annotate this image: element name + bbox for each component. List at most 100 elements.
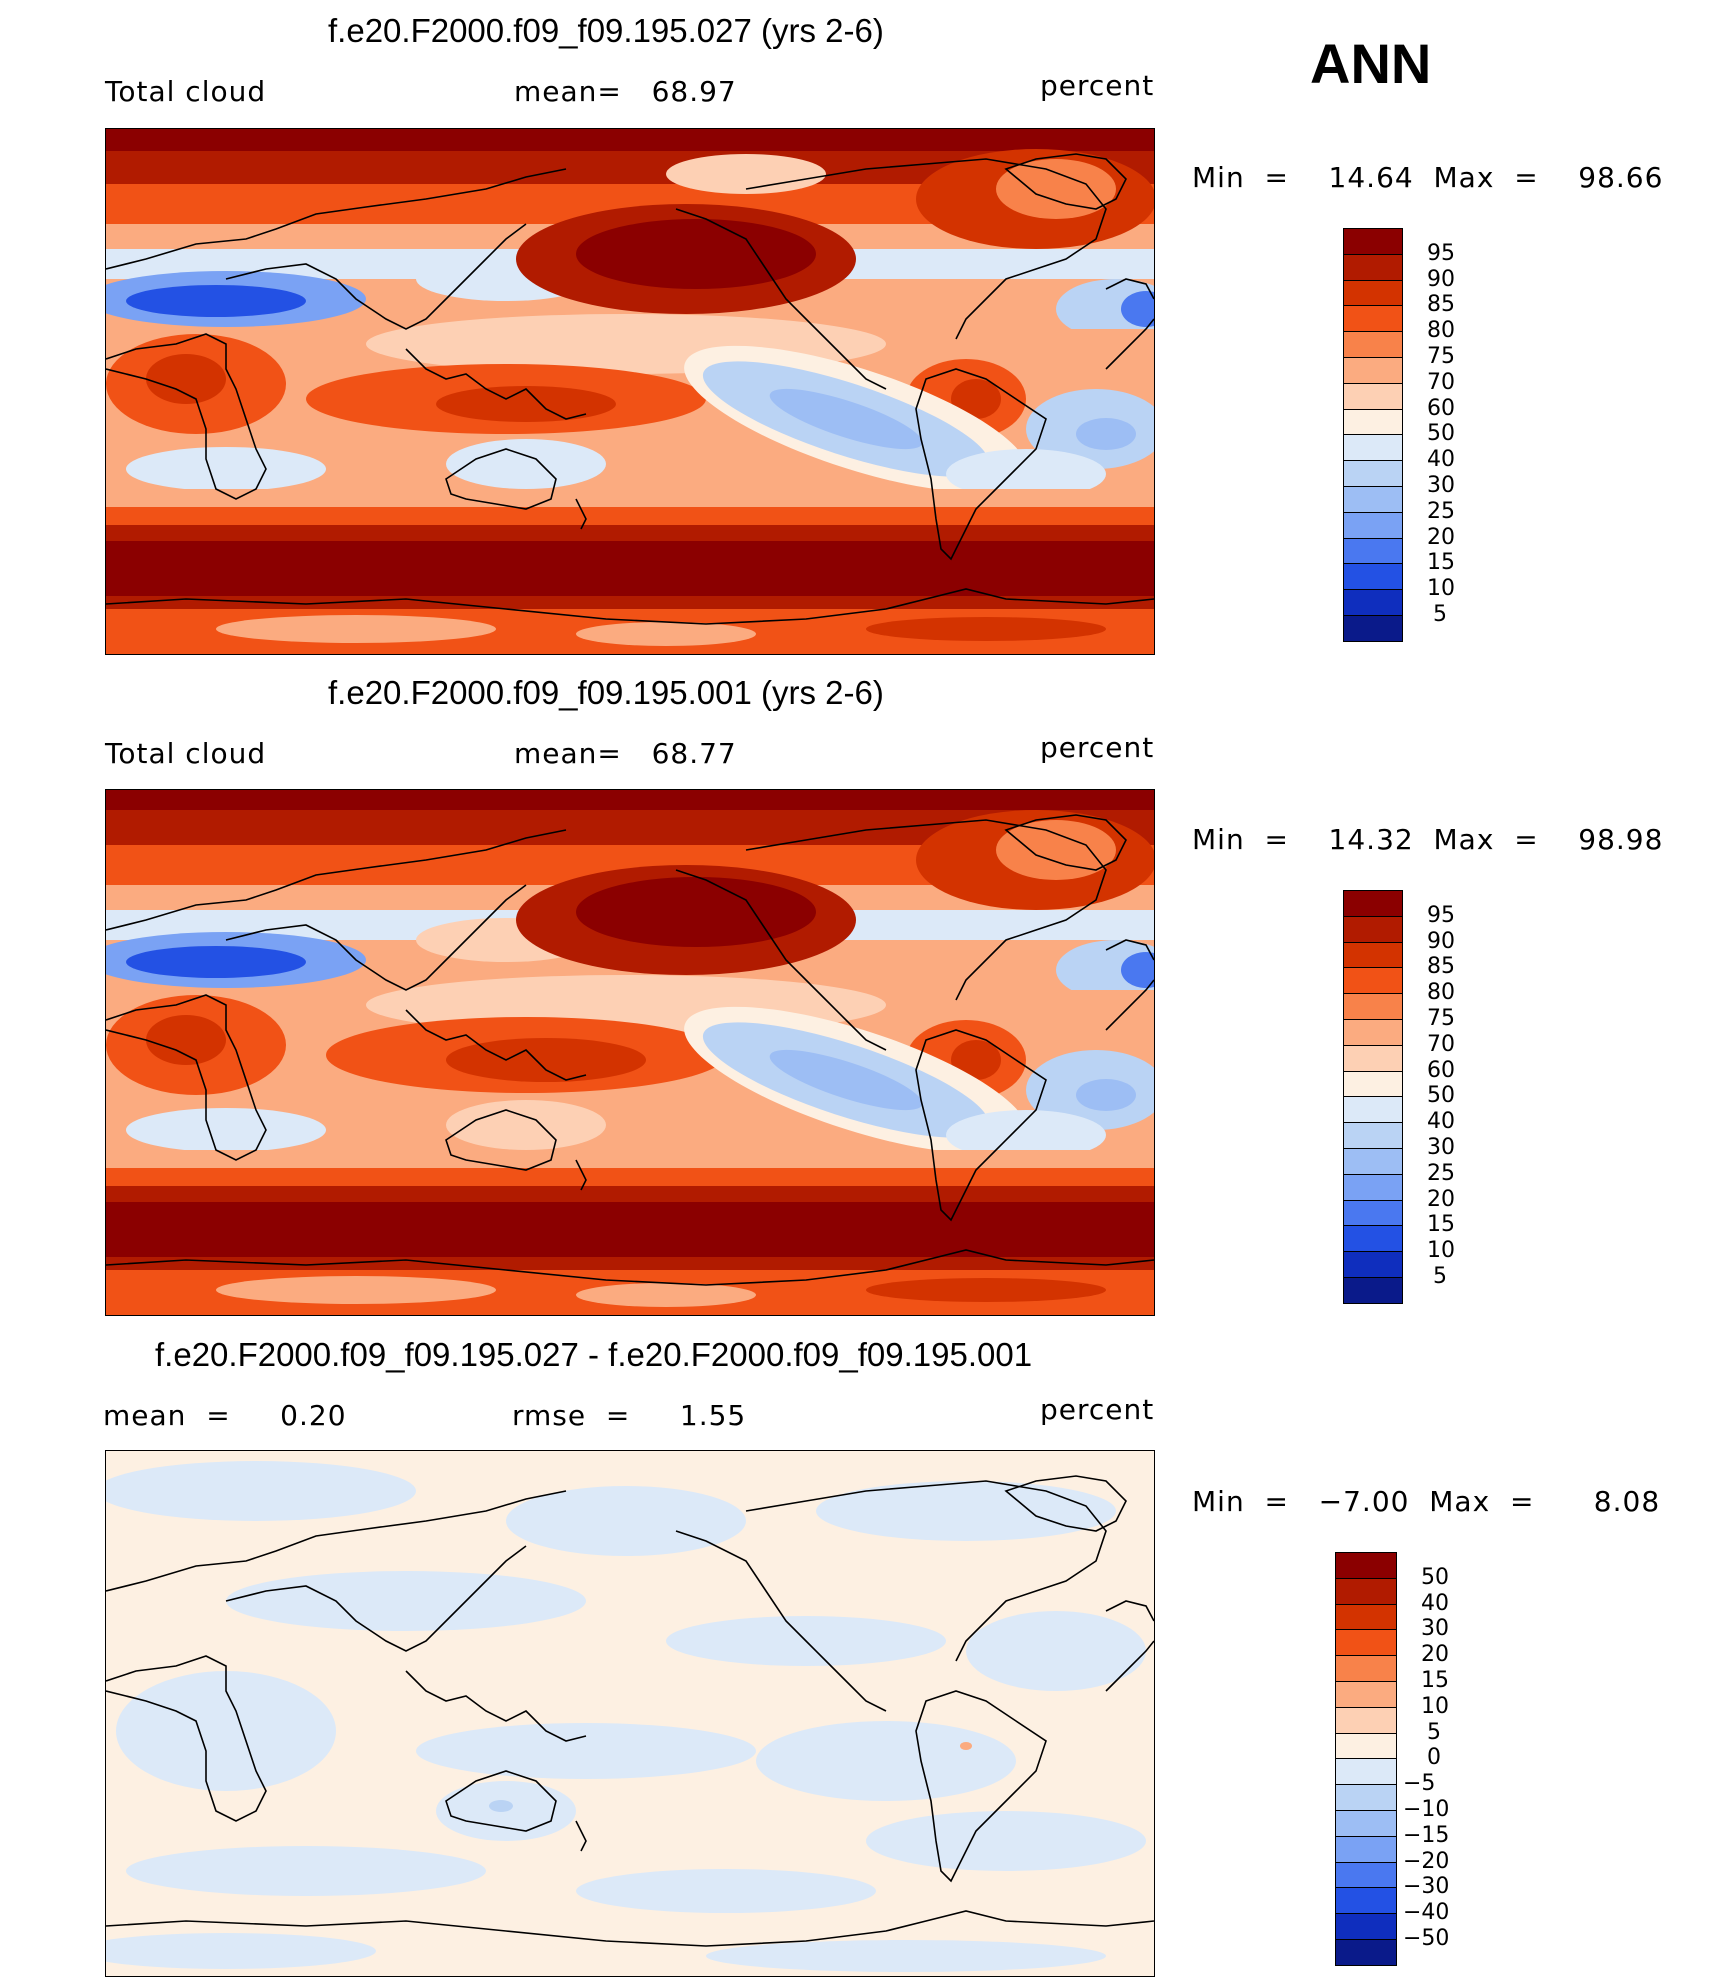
panel-1-variable-label: Total cloud	[105, 75, 267, 108]
colorbar-tick-label: 50	[1427, 421, 1455, 447]
colorbar-swatch	[1335, 1887, 1397, 1915]
colorbar-tick-label: 5	[1433, 602, 1447, 627]
colorbar-swatch	[1335, 1732, 1397, 1760]
colorbar-tick-label: 85	[1427, 292, 1455, 318]
colorbar-swatch	[1343, 357, 1403, 384]
panel-3-units-label: percent	[1040, 1393, 1155, 1426]
colorbar-tick-label: 30	[1427, 1135, 1455, 1160]
colorbar-tick-label: 25	[1427, 1160, 1455, 1186]
season-label: ANN	[1310, 32, 1432, 95]
colorbar-tick-label: 90	[1427, 928, 1455, 954]
colorbar-swatch	[1343, 589, 1403, 616]
colorbar-swatch	[1343, 460, 1403, 487]
panel-1-units-label: percent	[1040, 69, 1155, 102]
colorbar-tick-label: 95	[1427, 240, 1455, 266]
colorbar-swatch	[1343, 615, 1403, 642]
colorbar-swatch	[1343, 537, 1403, 565]
colorbar-swatch	[1343, 434, 1403, 462]
panel-2-title: f.e20.F2000.f09_f09.195.001 (yrs 2-6)	[328, 674, 884, 711]
panel-2-mean-label: mean= 68.77	[514, 737, 737, 770]
panel-3-mean-label: mean = 0.20	[103, 1399, 347, 1432]
panel-1-title: f.e20.F2000.f09_f09.195.027 (yrs 2-6)	[328, 12, 884, 49]
colorbar-swatch	[1343, 1070, 1403, 1098]
colorbar-tick-label: 80	[1427, 318, 1455, 344]
colorbar-swatch	[1343, 305, 1403, 333]
panel-3-map	[105, 1450, 1155, 1977]
colorbar-tick-label: 30	[1427, 473, 1455, 498]
colorbar-swatch	[1343, 511, 1403, 539]
colorbar-tick-label: 40	[1427, 1109, 1455, 1135]
colorbar-swatch	[1343, 1225, 1403, 1253]
colorbar-swatch	[1343, 382, 1403, 410]
panel-2-minmax: Min = 14.32 Max = 98.98	[1192, 823, 1664, 856]
colorbar-swatch	[1343, 1044, 1403, 1072]
colorbar-swatch	[1343, 486, 1403, 513]
colorbar-swatch	[1335, 1603, 1397, 1631]
colorbar-tick-label: −10	[1403, 1797, 1450, 1822]
panel-2-map	[105, 789, 1155, 1316]
colorbar-swatch	[1343, 228, 1403, 255]
colorbar-tick-label: 75	[1427, 344, 1455, 369]
colorbar-tick-label: 70	[1427, 1031, 1455, 1057]
panel-3-rmse-label: rmse = 1.55	[512, 1399, 747, 1432]
colorbar-swatch	[1343, 967, 1403, 995]
colorbar-tick-label: −40	[1403, 1900, 1450, 1926]
colorbar-tick-label: 50	[1427, 1083, 1455, 1109]
colorbar-tick-label: 40	[1421, 1590, 1449, 1616]
colorbar-swatch	[1343, 890, 1403, 917]
colorbar-swatch	[1335, 1861, 1397, 1889]
panel-3-minmax: Min = −7.00 Max = 8.08	[1192, 1485, 1661, 1518]
colorbar-swatch	[1343, 408, 1403, 436]
colorbar-tick-label: 40	[1427, 447, 1455, 473]
colorbar-tick-label: 90	[1427, 266, 1455, 292]
colorbar-tick-label: 30	[1421, 1616, 1449, 1642]
colorbar-tick-label: 5	[1427, 1719, 1441, 1745]
colorbar-tick-label: 60	[1427, 395, 1455, 421]
panel-2-contour-field	[106, 790, 1154, 1315]
colorbar-tick-label: −50	[1403, 1926, 1450, 1951]
colorbar-swatch	[1343, 279, 1403, 307]
colorbar-swatch	[1335, 1552, 1397, 1579]
colorbar-tick-label: 25	[1427, 498, 1455, 524]
colorbar-swatch	[1343, 993, 1403, 1020]
colorbar-swatch	[1335, 1913, 1397, 1940]
colorbar-swatch	[1343, 1019, 1403, 1046]
panel-2-units-label: percent	[1040, 731, 1155, 764]
colorbar-tick-label: 10	[1427, 1238, 1455, 1264]
panel-1-contour-field	[106, 129, 1154, 654]
colorbar-swatch	[1335, 1939, 1397, 1966]
colorbar-tick-label: 20	[1421, 1642, 1449, 1668]
colorbar-tick-label: 10	[1421, 1693, 1449, 1719]
colorbar-tick-label: 10	[1427, 576, 1455, 602]
colorbar-tick-label: 85	[1427, 954, 1455, 980]
panel-1-mean-label: mean= 68.97	[514, 75, 737, 108]
colorbar-tick-label: −30	[1403, 1874, 1450, 1900]
colorbar-swatch	[1343, 563, 1403, 591]
colorbar-swatch	[1335, 1810, 1397, 1837]
colorbar-swatch	[1335, 1655, 1397, 1682]
panel-3-title: f.e20.F2000.f09_f09.195.027 - f.e20.F200…	[155, 1336, 1033, 1373]
colorbar-swatch	[1343, 1173, 1403, 1201]
colorbar-swatch	[1335, 1629, 1397, 1657]
panel-3-coastlines	[106, 1475, 1154, 1947]
colorbar-tick-label: 15	[1427, 1212, 1455, 1238]
panel-1-coastlines	[106, 153, 1154, 625]
colorbar-swatch	[1343, 1251, 1403, 1278]
colorbar-tick-label: 80	[1427, 980, 1455, 1006]
colorbar-swatch	[1335, 1577, 1397, 1605]
colorbar-tick-label: 15	[1427, 550, 1455, 576]
panel-2-coastlines	[106, 814, 1154, 1286]
panel-2-variable-label: Total cloud	[105, 737, 267, 770]
colorbar-tick-label: 50	[1421, 1564, 1449, 1590]
colorbar-tick-label: 95	[1427, 902, 1455, 928]
colorbar-swatch	[1335, 1758, 1397, 1786]
colorbar-swatch	[1343, 1148, 1403, 1175]
colorbar-tick-label: 75	[1427, 1006, 1455, 1031]
colorbar-swatch	[1343, 253, 1403, 281]
colorbar-tick-label: 70	[1427, 369, 1455, 395]
colorbar-tick-label: −15	[1403, 1822, 1450, 1848]
panel-3-contour-field	[106, 1451, 1154, 1976]
colorbar-swatch	[1335, 1835, 1397, 1863]
colorbar-tick-label: 20	[1427, 524, 1455, 550]
colorbar-swatch	[1343, 1199, 1403, 1227]
